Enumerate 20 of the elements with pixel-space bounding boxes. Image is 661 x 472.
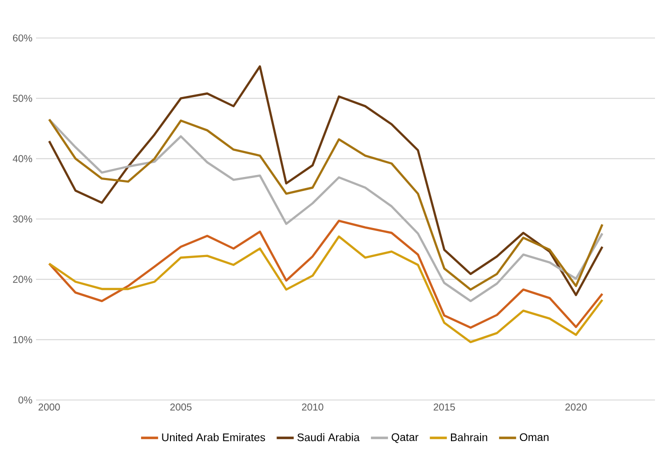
- x-tick-label: 2000: [38, 404, 60, 411]
- y-tick-label: 30%: [12, 215, 32, 223]
- x-tick-label: 2020: [565, 404, 587, 411]
- legend-label: Oman: [520, 433, 548, 442]
- x-tick-label: 2015: [434, 404, 455, 411]
- y-tick-label: 10%: [13, 336, 32, 344]
- legend-label: Saudi Arabia: [297, 433, 360, 442]
- y-tick-label: 0%: [18, 396, 32, 404]
- y-tick-label: 40%: [12, 155, 32, 162]
- y-tick-label: 60%: [13, 34, 32, 42]
- legend-label: Qatar: [392, 433, 418, 444]
- line-series: [48, 65, 604, 296]
- y-tick-label: 50%: [12, 94, 32, 102]
- x-tick-label: 2005: [170, 404, 192, 411]
- legend-label: United Arab Emirates: [162, 433, 266, 442]
- legend-label: Bahrain: [450, 433, 488, 442]
- y-tick-label: 20%: [13, 276, 32, 283]
- x-tick-label: 2010: [302, 404, 324, 411]
- line-series: [48, 220, 604, 329]
- line-series: [48, 235, 604, 344]
